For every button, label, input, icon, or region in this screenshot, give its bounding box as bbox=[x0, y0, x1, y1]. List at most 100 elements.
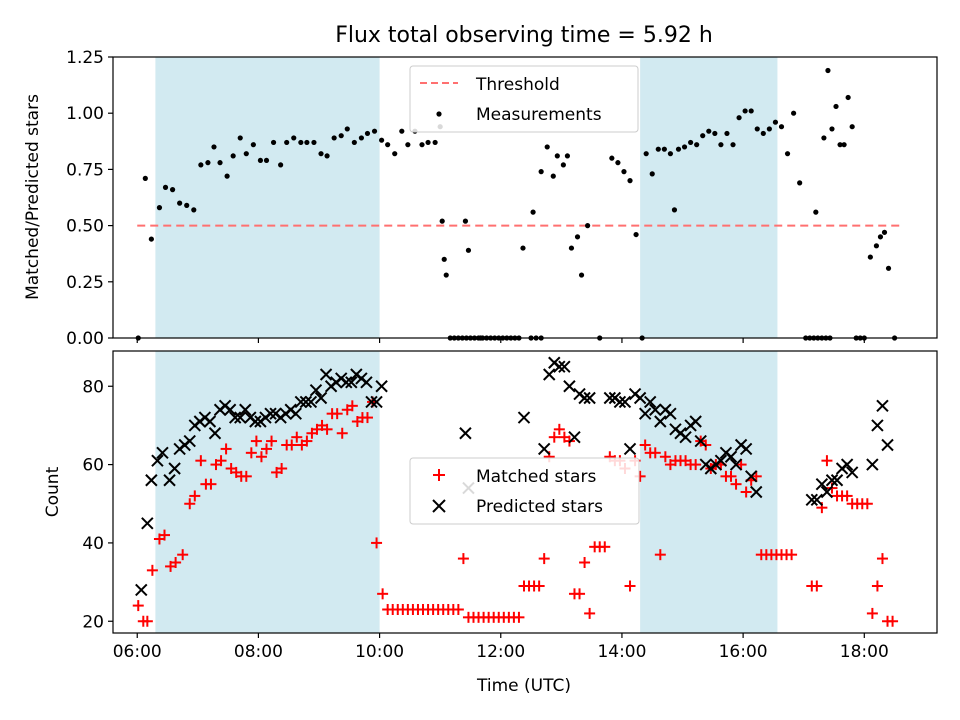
measurement-point bbox=[205, 160, 211, 166]
y-axis-label: Matched/Predicted stars bbox=[23, 94, 43, 300]
predicted-point bbox=[578, 391, 591, 405]
measurement-point bbox=[877, 234, 884, 240]
measurement-point bbox=[278, 162, 284, 168]
measurement-point bbox=[191, 207, 197, 213]
measurement-point bbox=[184, 202, 190, 208]
matched-point bbox=[639, 439, 651, 451]
matched-point bbox=[266, 435, 278, 447]
matched-point bbox=[654, 549, 666, 561]
matched-point bbox=[876, 553, 888, 565]
measurement-point bbox=[311, 139, 317, 146]
measurement-point bbox=[162, 184, 169, 190]
measurement-point bbox=[730, 142, 736, 148]
measurement-point bbox=[849, 124, 855, 130]
legend: Matched stars Predicted stars bbox=[409, 457, 640, 525]
y-tick-label: 0.75 bbox=[66, 160, 104, 180]
predicted-point bbox=[141, 517, 154, 530]
measurement-point bbox=[250, 142, 256, 148]
measurement-point bbox=[142, 175, 148, 181]
measurement-point bbox=[675, 146, 682, 152]
matched-point bbox=[866, 607, 878, 619]
measurement-point bbox=[649, 171, 655, 177]
matched-point bbox=[371, 537, 383, 549]
matched-point bbox=[821, 455, 833, 467]
predicted-point bbox=[805, 493, 818, 507]
measurement-point bbox=[324, 153, 330, 159]
y-axis-ticks: 0.00 0.25 0.50 0.75 1.00 1.25 bbox=[66, 48, 113, 349]
predicted-point bbox=[830, 474, 844, 487]
predicted-point bbox=[299, 395, 313, 409]
measurement-point bbox=[754, 126, 760, 132]
measurement-point bbox=[148, 236, 154, 242]
measurement-point bbox=[364, 130, 371, 137]
matched-point bbox=[220, 443, 232, 455]
predicted-point bbox=[264, 407, 277, 420]
predicted-point bbox=[309, 383, 323, 397]
measurement-point bbox=[881, 229, 888, 235]
measurement-point bbox=[550, 173, 556, 179]
x-axis-ticks: 06:00 08:00 10:00 12:00 14:00 16:00 18:00 bbox=[113, 633, 889, 662]
legend-matched-label: Matched stars bbox=[476, 467, 596, 487]
predicted-point bbox=[613, 395, 627, 409]
matched-point bbox=[740, 486, 752, 498]
measurement-point bbox=[156, 205, 163, 211]
predicted-point bbox=[345, 376, 358, 389]
measurement-point bbox=[211, 144, 217, 150]
matched-point bbox=[141, 615, 153, 627]
matched-point bbox=[574, 588, 586, 600]
measurement-point bbox=[867, 254, 873, 260]
predicted-point bbox=[871, 419, 884, 432]
matched-point bbox=[215, 455, 227, 467]
predicted-point bbox=[340, 376, 353, 389]
predicted-point bbox=[360, 376, 373, 389]
measurement-point bbox=[439, 218, 445, 224]
measurement-point bbox=[760, 130, 766, 137]
measurement-point bbox=[667, 151, 674, 157]
matched-point bbox=[538, 553, 550, 565]
measurement-point bbox=[304, 139, 310, 146]
y-tick-label: 20 bbox=[82, 612, 104, 632]
measurement-point bbox=[169, 187, 176, 193]
y-tick-label: 60 bbox=[82, 456, 104, 476]
measurement-point bbox=[230, 153, 236, 159]
predicted-point bbox=[314, 391, 328, 405]
predicted-point bbox=[304, 395, 318, 409]
measurement-point bbox=[379, 137, 385, 143]
predicted-point bbox=[820, 485, 834, 499]
measurement-point bbox=[873, 243, 880, 249]
measurement-point bbox=[748, 108, 754, 114]
measurement-point bbox=[718, 142, 724, 148]
predicted-point bbox=[638, 407, 652, 420]
measurement-point bbox=[766, 126, 772, 132]
measurement-point bbox=[885, 265, 892, 271]
x-axis-label: Time (UTC) bbox=[476, 676, 571, 696]
y-tick-label: 0.25 bbox=[66, 273, 104, 293]
predicted-point bbox=[135, 583, 148, 597]
predicted-point bbox=[810, 493, 824, 507]
measurement-point bbox=[841, 142, 847, 148]
predicted-point bbox=[649, 403, 662, 416]
matched-point bbox=[861, 498, 873, 510]
measurement-point bbox=[284, 139, 290, 146]
measurement-point bbox=[358, 135, 365, 141]
matched-point bbox=[260, 443, 272, 455]
predicted-point bbox=[365, 395, 378, 409]
measurement-point bbox=[813, 209, 819, 215]
measurement-point bbox=[736, 115, 742, 121]
predicted-point bbox=[881, 438, 894, 452]
measurement-point bbox=[338, 133, 344, 139]
measurement-point bbox=[574, 234, 581, 240]
measurement-point bbox=[724, 130, 730, 137]
plot-frame bbox=[112, 56, 938, 339]
predicted-point bbox=[618, 395, 632, 409]
matched-point bbox=[205, 478, 217, 490]
legend-measurement-label: Measurements bbox=[476, 105, 602, 125]
shaded-interval bbox=[155, 351, 380, 633]
measurement-point bbox=[845, 94, 851, 101]
predicted-point bbox=[239, 403, 252, 416]
predicted-point bbox=[553, 360, 566, 373]
measurement-point bbox=[344, 126, 350, 132]
matched-point bbox=[301, 435, 313, 447]
measurement-point bbox=[544, 144, 550, 150]
